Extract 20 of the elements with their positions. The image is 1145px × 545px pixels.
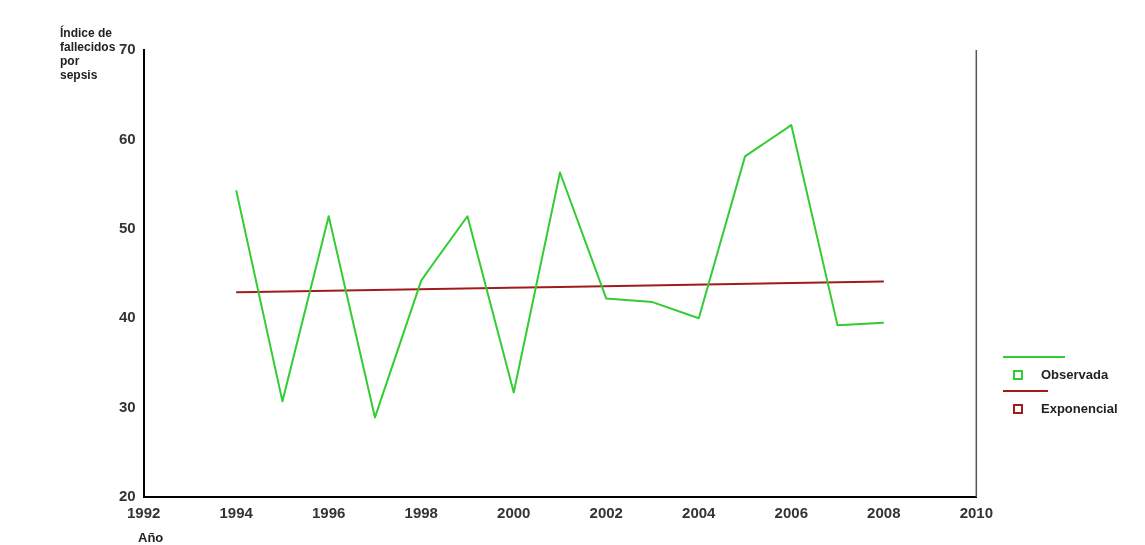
x-tick-label: 2002: [589, 504, 623, 522]
y-tick-label: 30: [119, 397, 136, 415]
x-tick-label: 1996: [312, 504, 346, 522]
x-tick-label: 2004: [682, 504, 717, 522]
x-tick-label: 1998: [404, 504, 438, 522]
x-tick-label: 2006: [774, 504, 808, 522]
x-tick-label: 2008: [867, 504, 901, 522]
y-tick-label: 50: [119, 218, 136, 236]
y-tick-label: 20: [119, 487, 136, 505]
x-tick-label: 2010: [959, 504, 993, 522]
y-tick-label: 70: [119, 40, 136, 58]
y-tick-label: 60: [119, 129, 136, 147]
x-axis-title: Año: [138, 530, 164, 545]
y-tick-label: 40: [119, 308, 136, 326]
legend-label: Observada: [1041, 367, 1109, 382]
x-tick-label: 1994: [219, 504, 254, 522]
y-axis-title: Índice de fallecidos por sepsis: [60, 26, 117, 82]
legend-label: Exponencial: [1041, 401, 1118, 416]
x-tick-label: 2000: [497, 504, 531, 522]
x-tick-label: 1992: [127, 504, 161, 522]
